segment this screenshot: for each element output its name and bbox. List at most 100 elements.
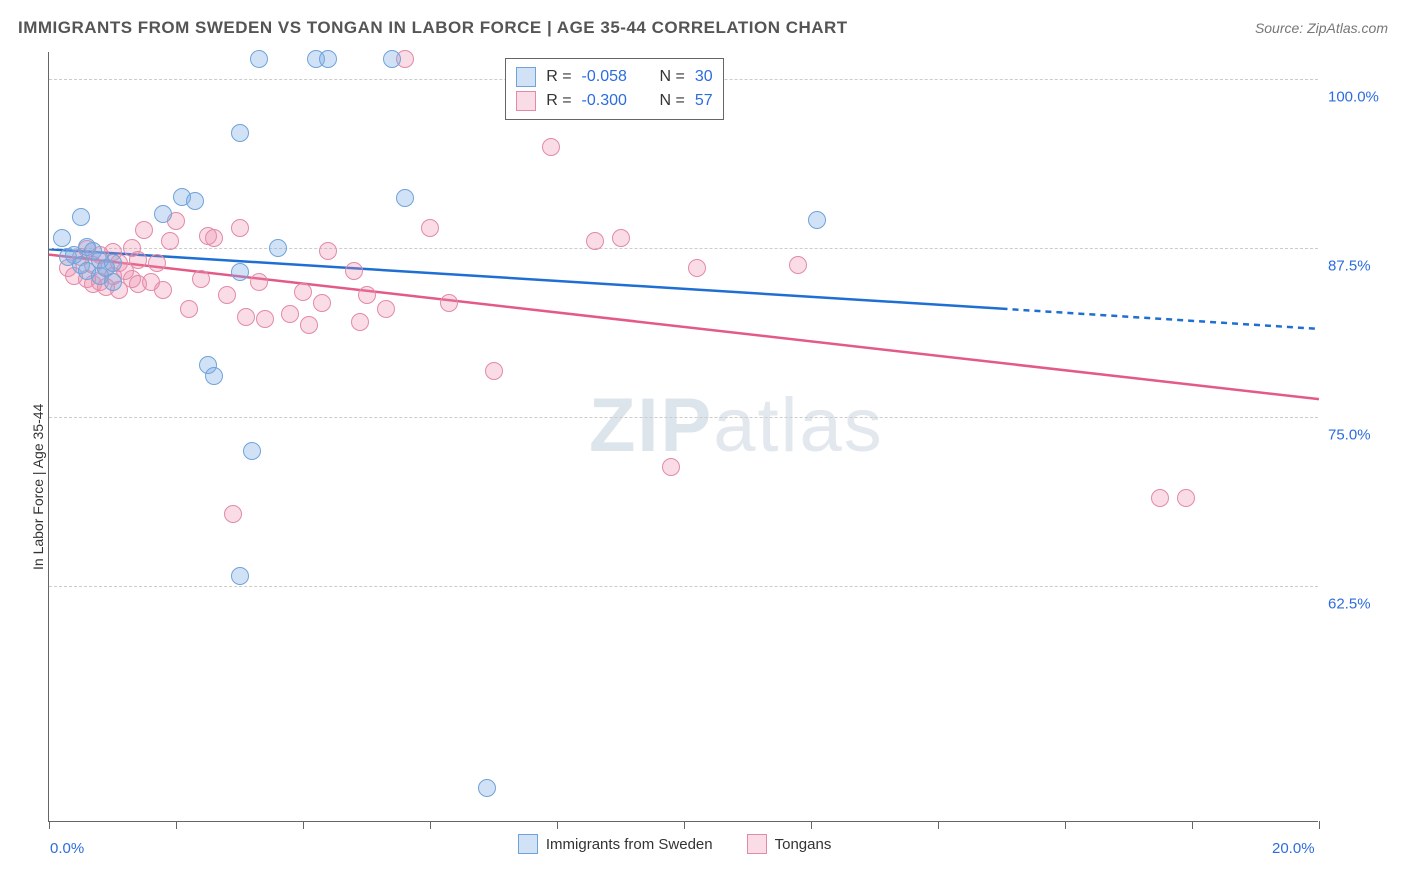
n-label: N = <box>660 89 685 113</box>
xtick-mark <box>938 821 939 829</box>
series-a-point <box>154 205 172 223</box>
series-b-point <box>421 219 439 237</box>
series-b-point <box>192 270 210 288</box>
series-a-point <box>231 567 249 585</box>
correlation-legend: R = -0.058 N = 30 R = -0.300 N = 57 <box>505 58 723 120</box>
ytick-label: 100.0% <box>1328 89 1388 106</box>
series-a-point <box>186 192 204 210</box>
title-bar: IMMIGRANTS FROM SWEDEN VS TONGAN IN LABO… <box>18 18 1388 38</box>
series-a-point <box>205 367 223 385</box>
series-a-point <box>396 189 414 207</box>
series-b-point <box>161 232 179 250</box>
series-b-point <box>148 254 166 272</box>
series-b-point <box>250 273 268 291</box>
series-b-point <box>440 294 458 312</box>
series-b-point <box>224 505 242 523</box>
legend-swatch <box>747 834 767 854</box>
series-a-point <box>104 254 122 272</box>
series-b-point <box>351 313 369 331</box>
series-legend: Immigrants from Sweden Tongans <box>518 834 831 854</box>
n-value: 57 <box>695 89 713 113</box>
series-b-point <box>135 221 153 239</box>
xtick-mark <box>430 821 431 829</box>
r-value: -0.300 <box>582 89 642 113</box>
series-a-point <box>231 263 249 281</box>
xtick-mark <box>1319 821 1320 829</box>
series-a-point <box>383 50 401 68</box>
xaxis-min-label: 0.0% <box>50 840 84 857</box>
xaxis-max-label: 20.0% <box>1272 840 1315 857</box>
xtick-mark <box>1192 821 1193 829</box>
legend-row: R = -0.058 N = 30 <box>516 65 712 89</box>
series-b-point <box>485 362 503 380</box>
legend-swatch <box>516 67 536 87</box>
series-a-point <box>243 442 261 460</box>
series-b-point <box>358 286 376 304</box>
xtick-mark <box>684 821 685 829</box>
series-a-point <box>104 273 122 291</box>
legend-label: Tongans <box>775 836 832 853</box>
series-b-point <box>129 251 147 269</box>
r-value: -0.058 <box>582 65 642 89</box>
series-b-point <box>281 305 299 323</box>
gridline <box>49 248 1318 249</box>
watermark-zip: ZIP <box>589 383 713 468</box>
ytick-label: 62.5% <box>1328 595 1388 612</box>
series-a-point <box>808 211 826 229</box>
series-b-point <box>377 300 395 318</box>
legend-item: Immigrants from Sweden <box>518 834 713 854</box>
ytick-label: 87.5% <box>1328 257 1388 274</box>
series-b-point <box>789 256 807 274</box>
series-b-point <box>154 281 172 299</box>
series-b-point <box>300 316 318 334</box>
series-b-point <box>688 259 706 277</box>
r-label: R = <box>546 89 571 113</box>
series-b-point <box>313 294 331 312</box>
plot-area: ZIPatlas 62.5%75.0%87.5%100.0% <box>48 52 1318 822</box>
series-a-point <box>478 779 496 797</box>
yaxis-title: In Labor Force | Age 35-44 <box>30 404 46 570</box>
legend-item: Tongans <box>747 834 832 854</box>
watermark-atlas: atlas <box>713 383 884 468</box>
source-label: Source: ZipAtlas.com <box>1255 20 1388 36</box>
series-b-point <box>662 458 680 476</box>
series-b-point <box>612 229 630 247</box>
legend-row: R = -0.300 N = 57 <box>516 89 712 113</box>
series-b-point <box>256 310 274 328</box>
series-a-point <box>319 50 337 68</box>
series-a-point <box>269 239 287 257</box>
ytick-label: 75.0% <box>1328 426 1388 443</box>
series-b-point <box>180 300 198 318</box>
xtick-mark <box>557 821 558 829</box>
legend-swatch <box>516 91 536 111</box>
n-value: 30 <box>695 65 713 89</box>
series-b-point <box>1151 489 1169 507</box>
series-b-point <box>205 229 223 247</box>
legend-label: Immigrants from Sweden <box>546 836 713 853</box>
series-b-point <box>231 219 249 237</box>
xtick-mark <box>49 821 50 829</box>
series-b-point <box>218 286 236 304</box>
series-b-point <box>586 232 604 250</box>
series-a-point <box>250 50 268 68</box>
series-b-point <box>1177 489 1195 507</box>
legend-swatch <box>518 834 538 854</box>
series-a-point <box>72 208 90 226</box>
series-a-point <box>53 229 71 247</box>
xtick-mark <box>303 821 304 829</box>
series-b-point <box>319 242 337 260</box>
series-b-point <box>542 138 560 156</box>
series-b-point <box>345 262 363 280</box>
watermark: ZIPatlas <box>589 382 884 469</box>
xtick-mark <box>811 821 812 829</box>
trend-lines <box>49 52 1319 822</box>
r-label: R = <box>546 65 571 89</box>
series-b-point <box>237 308 255 326</box>
series-b-point <box>294 283 312 301</box>
series-a-point <box>231 124 249 142</box>
chart-title: IMMIGRANTS FROM SWEDEN VS TONGAN IN LABO… <box>18 18 848 38</box>
xtick-mark <box>1065 821 1066 829</box>
n-label: N = <box>660 65 685 89</box>
gridline <box>49 417 1318 418</box>
gridline <box>49 586 1318 587</box>
